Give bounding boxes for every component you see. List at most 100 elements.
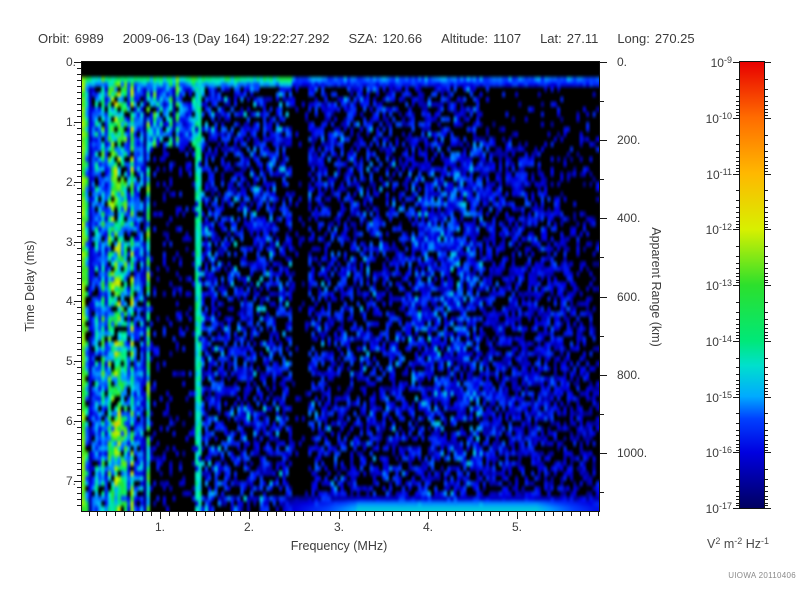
cb-minor-tick: [765, 394, 768, 395]
cb-minor-tick: [765, 499, 768, 500]
x-minor-tick: [365, 512, 366, 516]
x-minor-tick: [205, 512, 206, 516]
cb-minor-tick: [765, 101, 768, 102]
header-field-value: 120.66: [382, 31, 423, 46]
cb-major-tick: [765, 118, 771, 119]
cb-tick-label: 10-14: [705, 334, 732, 349]
x-minor-tick: [178, 512, 179, 516]
header-field-value: 6989: [74, 31, 104, 46]
y2-minor-tick: [600, 414, 604, 415]
cb-minor-tick: [765, 435, 768, 436]
ionogram-spectrogram: [82, 62, 599, 511]
cb-minor-tick: [765, 263, 768, 264]
cb-minor-tick: [765, 374, 768, 375]
x-major-tick: [517, 512, 518, 519]
cb-major-tick: [765, 452, 771, 453]
cb-minor-tick: [765, 276, 768, 277]
cb-tick-label: 10-15: [705, 390, 732, 405]
x-minor-tick: [392, 512, 393, 516]
y2-tick-label: 1000.: [617, 446, 648, 460]
y2-minor-tick: [600, 257, 604, 258]
y-tick-label: 3.: [65, 235, 76, 249]
cb-tick-label: 10-12: [705, 222, 732, 237]
x-minor-tick: [544, 512, 545, 516]
header-field-label: SZA:: [348, 31, 378, 46]
cb-minor-tick: [765, 469, 768, 470]
y-major-tick: [74, 301, 81, 302]
header-field-label: Lat:: [540, 31, 562, 46]
x-axis-title: Frequency (MHz): [290, 539, 388, 553]
x-tick-label: 5.: [511, 520, 522, 534]
y-axis-title: Time Delay (ms): [23, 240, 37, 332]
y-major-tick: [74, 122, 81, 123]
y2-tick-label: 200.: [617, 133, 641, 147]
cb-major-tick: [765, 285, 771, 286]
y-tick-label: 2.: [65, 175, 76, 189]
y2-major-tick: [600, 453, 607, 454]
y-major-tick: [74, 361, 81, 362]
x-minor-tick: [410, 512, 411, 516]
cb-minor-tick: [765, 168, 768, 169]
x-minor-tick: [133, 512, 134, 516]
cb-minor-tick: [765, 280, 768, 281]
x-tick-label: 2.: [243, 520, 254, 534]
plot-frame: [81, 61, 600, 512]
header-field-label: Orbit:: [38, 31, 70, 46]
cb-tick-label: 10-13: [705, 278, 732, 293]
x-minor-tick: [490, 512, 491, 516]
x-major-tick: [160, 512, 161, 519]
header-field: 2009-06-13 (Day 164) 19:22:27.292: [123, 31, 330, 46]
y2-minor-tick: [600, 492, 604, 493]
cb-major-tick: [765, 397, 771, 398]
cb-minor-tick: [765, 332, 768, 333]
x-minor-tick: [124, 512, 125, 516]
cb-minor-tick: [765, 319, 768, 320]
x-minor-tick: [526, 512, 527, 516]
y2-minor-tick: [600, 179, 604, 180]
cb-minor-tick: [765, 161, 768, 162]
y2-tick-label: 0.: [617, 55, 628, 69]
cb-minor-tick: [765, 391, 768, 392]
x-minor-tick: [196, 512, 197, 516]
cb-minor-tick: [765, 423, 768, 424]
cb-tick-label: 10-17: [705, 501, 732, 516]
cb-minor-tick: [765, 200, 768, 201]
header-field: Altitude: 1107: [441, 31, 521, 46]
cb-minor-tick: [765, 165, 768, 166]
cb-major-tick: [765, 508, 771, 509]
cb-minor-tick: [765, 109, 768, 110]
cb-minor-tick: [765, 282, 768, 283]
cb-minor-tick: [765, 380, 768, 381]
cb-minor-tick: [765, 151, 768, 152]
cb-minor-tick: [765, 171, 768, 172]
cb-tick-label: 10-10: [705, 111, 732, 126]
cb-minor-tick: [765, 221, 768, 222]
x-minor-tick: [508, 512, 509, 516]
y-major-tick: [74, 421, 81, 422]
x-minor-tick: [321, 512, 322, 516]
x-minor-tick: [553, 512, 554, 516]
x-minor-tick: [285, 512, 286, 516]
x-minor-tick: [535, 512, 536, 516]
cb-minor-tick: [765, 505, 768, 506]
x-minor-tick: [187, 512, 188, 516]
x-minor-tick: [240, 512, 241, 516]
header-field-label: Altitude:: [441, 31, 489, 46]
cb-tick-label: 10-16: [705, 445, 732, 460]
cb-minor-tick: [765, 227, 768, 228]
x-minor-tick: [589, 512, 590, 516]
x-minor-tick: [580, 512, 581, 516]
x-minor-tick: [106, 512, 107, 516]
x-minor-tick: [294, 512, 295, 516]
cb-minor-tick: [765, 328, 768, 329]
header-field: Lat: 27.11: [540, 31, 598, 46]
cb-major-tick: [765, 62, 771, 63]
x-minor-tick: [401, 512, 402, 516]
x-minor-tick: [151, 512, 152, 516]
y-major-tick: [74, 62, 81, 63]
y-tick-label: 0.: [65, 55, 76, 69]
cb-minor-tick: [765, 503, 768, 504]
header-readout: Orbit: 6989 2009-06-13 (Day 164) 19:22:27.…: [38, 31, 714, 46]
header-field: SZA: 120.66: [348, 31, 422, 46]
